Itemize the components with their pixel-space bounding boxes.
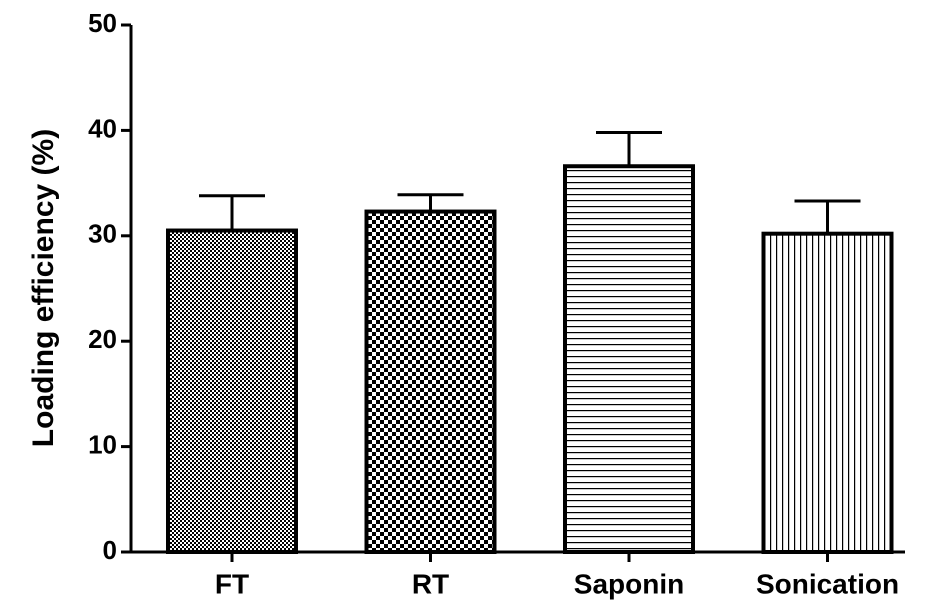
- y-tick-label: 20: [88, 324, 117, 354]
- y-tick-label: 10: [88, 429, 117, 459]
- y-tick-label: 30: [88, 219, 117, 249]
- bar: [761, 231, 894, 555]
- bar: [563, 164, 695, 554]
- y-tick-label: 0: [103, 535, 117, 565]
- x-tick-label: FT: [215, 568, 249, 599]
- bar: [166, 228, 298, 554]
- bar: [364, 209, 497, 554]
- y-tick-label: 50: [88, 8, 117, 38]
- y-axis-title: Loading efficiency (%): [27, 129, 60, 447]
- x-tick-label: Sonication: [756, 568, 899, 599]
- x-tick-label: Saponin: [574, 568, 684, 599]
- y-tick-label: 40: [88, 113, 117, 143]
- x-tick-label: RT: [412, 568, 449, 599]
